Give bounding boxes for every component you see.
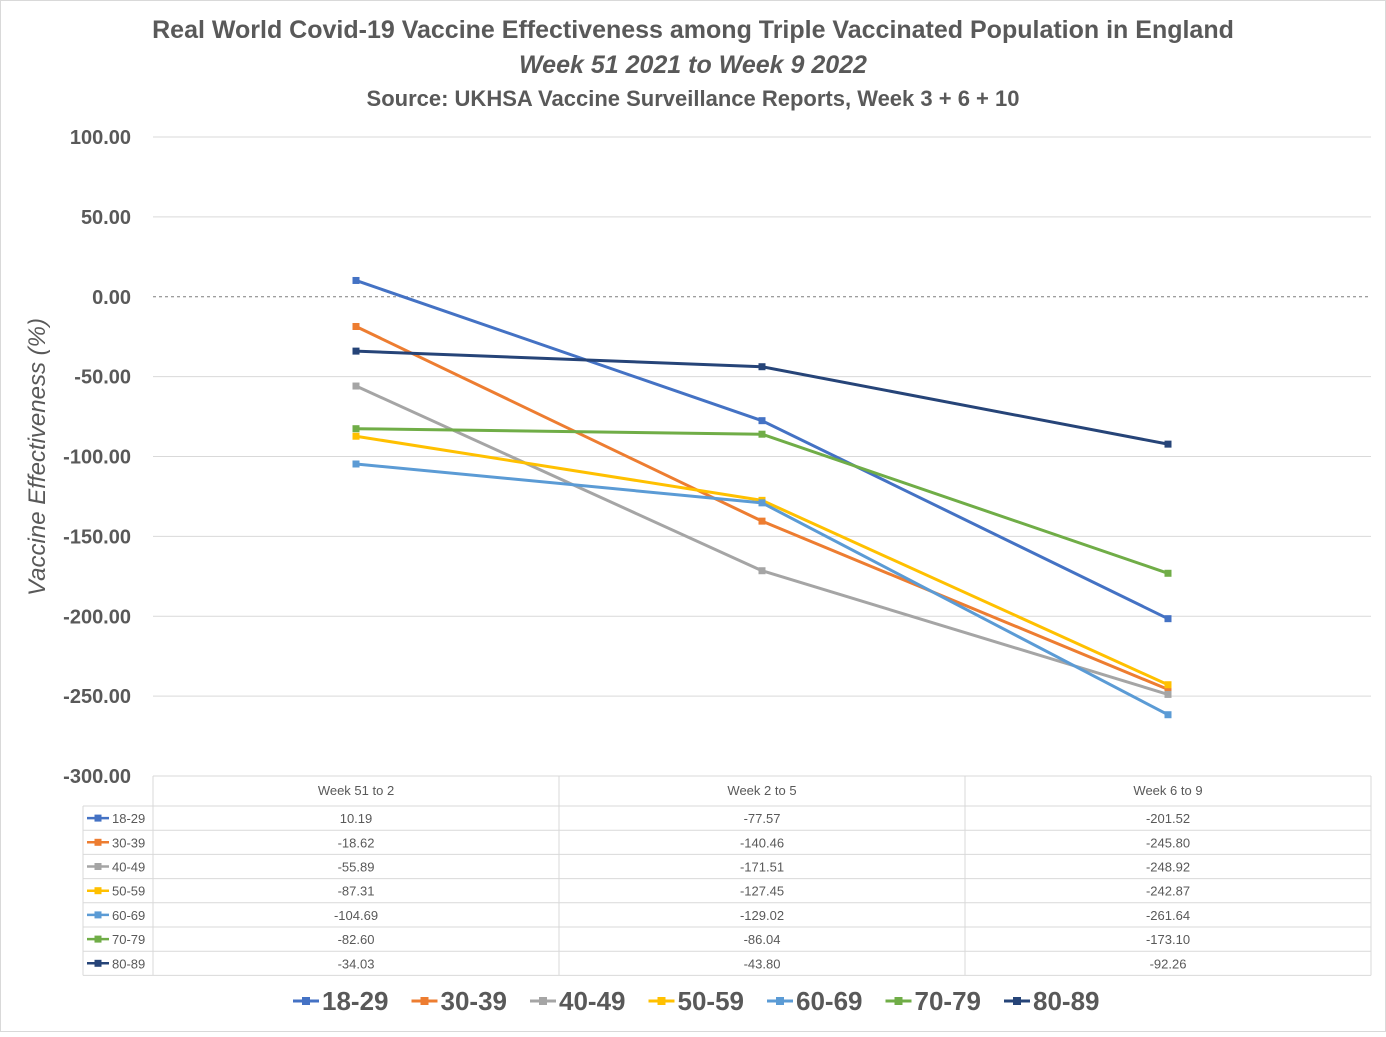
data-point-70-79 [352,425,360,433]
table-value-cell: -242.87 [1146,884,1190,899]
table-value-cell: -173.10 [1146,932,1190,947]
legend-marker [776,997,784,1005]
data-point-80-89 [758,363,766,371]
y-tick-label: -250.00 [63,686,131,708]
data-point-40-49 [352,382,360,390]
table-header-cell: Week 6 to 9 [1133,783,1202,798]
data-point-50-59 [1164,681,1172,689]
y-tick-label: 100.00 [70,127,131,149]
table-legend-marker [94,959,102,967]
table-value-cell: -43.80 [744,956,781,971]
y-tick-label: 50.00 [81,207,131,229]
data-point-30-39 [758,517,766,525]
legend-marker [894,997,903,1005]
chart-source: Source: UKHSA Vaccine Surveillance Repor… [367,86,1020,111]
table-value-cell: -77.57 [744,811,781,826]
data-point-80-89 [1164,440,1172,448]
table-row-label: 80-89 [112,956,145,971]
table-value-cell: -104.69 [334,908,378,923]
table-value-cell: -140.46 [740,835,784,850]
table-value-cell: -201.52 [1146,811,1190,826]
table-row-label: 30-39 [112,835,145,850]
legend-label: 70-79 [915,986,982,1016]
table-value-cell: -245.80 [1146,835,1190,850]
legend-label: 50-59 [678,986,745,1016]
table-legend-marker [94,935,102,943]
legend-label: 60-69 [796,986,863,1016]
table-value-cell: -127.45 [740,884,784,899]
table-row-label: 18-29 [112,811,145,826]
data-point-70-79 [1164,569,1172,577]
legend-label: 30-39 [441,986,508,1016]
data-point-80-89 [352,347,360,355]
data-point-30-39 [1164,685,1172,693]
data-point-40-49 [758,567,766,575]
table-legend-marker [94,838,102,846]
legend-marker [302,997,310,1005]
table-value-cell: -87.31 [338,884,375,899]
y-tick-label: -150.00 [63,526,131,548]
y-tick-label: -300.00 [63,766,131,788]
legend-marker [657,997,666,1005]
gridlines [153,136,1371,697]
table-value-cell: 10.19 [340,811,373,826]
table-legend-marker [94,863,102,870]
table-row-label: 50-59 [112,884,145,899]
data-point-18-29 [1164,615,1172,623]
table-row-label: 70-79 [112,932,145,947]
table-value-cell: -171.51 [740,860,784,875]
y-axis-ticks: 100.00 50.00 0.00 -50.00 -100.00 -150.00 -200.… [63,127,131,788]
legend: 18-29 30-39 40-49 50-59 60-69 70-79 80-89 [293,986,1100,1016]
series-lines [352,276,1172,719]
data-point-18-29 [758,417,766,425]
table-legend-marker [94,911,102,919]
data-point-30-39 [352,322,360,330]
table-legend-marker [94,887,102,895]
data-point-40-49 [1164,690,1172,698]
legend-marker [420,997,429,1005]
legend-label: 18-29 [322,986,389,1016]
y-tick-label: -200.00 [63,606,131,628]
table-value-cell: -34.03 [338,956,375,971]
table-legend-marker [94,814,102,822]
data-point-60-69 [352,460,360,468]
data-point-18-29 [352,276,360,284]
data-point-60-69 [1164,711,1172,719]
legend-marker [539,997,547,1005]
table-value-cell: -92.26 [1150,956,1187,971]
table-row-label: 40-49 [112,860,145,875]
chart-subtitle: Week 51 2021 to Week 9 2022 [519,51,867,79]
table-value-cell: -248.92 [1146,860,1190,875]
y-tick-label: -100.00 [63,447,131,469]
data-point-50-59 [352,432,360,440]
table-header-cell: Week 2 to 5 [727,783,796,798]
table-value-cell: -261.64 [1146,908,1190,923]
table-header-cell: Week 51 to 2 [318,783,394,798]
y-tick-label: -50.00 [74,367,131,389]
y-axis-label: Vaccine Effectiveness (%) [24,318,51,596]
legend-label: 40-49 [559,986,626,1016]
table-value-cell: -55.89 [338,860,375,875]
legend-marker [1013,997,1021,1005]
table-value-cell: -86.04 [744,932,781,947]
chart-title: Real World Covid-19 Vaccine Effectivenes… [152,16,1234,44]
table-value-cell: -18.62 [338,835,375,850]
legend-label: 80-89 [1033,986,1100,1016]
table-value-cell: -129.02 [740,908,784,923]
y-tick-label: 0.00 [92,287,131,309]
data-table: Week 51 to 2 Week 2 to 5 Week 6 to 9 18-29 1… [82,775,1372,976]
table-value-cell: -82.60 [338,932,375,947]
data-point-70-79 [758,430,766,438]
data-point-60-69 [758,499,766,507]
table-row-label: 60-69 [112,908,145,923]
